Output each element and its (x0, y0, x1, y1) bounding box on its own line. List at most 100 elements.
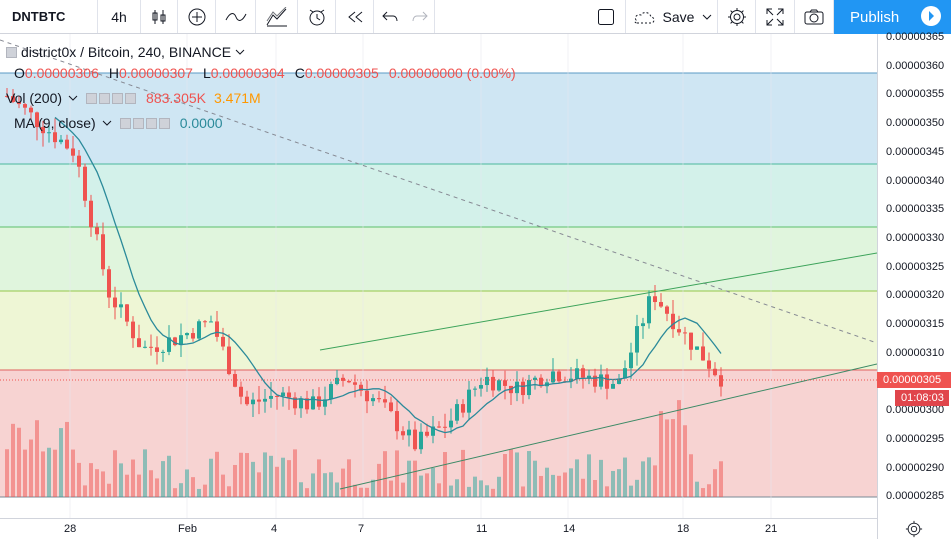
candle-body (53, 132, 57, 143)
top-toolbar: DNTBTC 4h Save Publish (0, 0, 951, 34)
candle-body (479, 385, 483, 389)
low-label: L (202, 65, 211, 81)
volume-bar (287, 460, 291, 497)
time-axis-label: Feb (178, 523, 197, 535)
publish-button[interactable]: Publish (834, 0, 951, 34)
plus-circle-icon (188, 8, 205, 25)
fullscreen-toggle-button[interactable] (586, 0, 626, 33)
volume-bar (563, 472, 567, 497)
volume-bar (719, 461, 723, 497)
chart-canvas[interactable] (0, 34, 877, 518)
gear-icon[interactable] (99, 92, 111, 104)
price-axis-label: 0.00000325 (886, 260, 945, 273)
volume-legend[interactable]: Vol (200) 883.305K 3.471M (6, 90, 261, 106)
volume-bar (227, 486, 231, 497)
volume-bar (329, 472, 333, 497)
candle-body (167, 337, 171, 352)
chevron-down-icon[interactable] (235, 48, 245, 56)
candle-body (113, 297, 117, 308)
candle-body (245, 396, 249, 405)
eye-icon[interactable] (119, 117, 131, 129)
candle-body (485, 376, 489, 386)
close-icon[interactable] (125, 92, 137, 104)
ma-legend[interactable]: MA (9, close) 0.0000 (14, 115, 223, 131)
volume-bar (479, 480, 483, 497)
time-axis-label: 7 (358, 523, 365, 535)
price-axis[interactable]: 0.00000365 0.00000360 0.00000355 0.00000350… (877, 31, 951, 539)
volume-bar (251, 461, 255, 497)
plus-icon[interactable] (145, 117, 157, 129)
candle-body (227, 346, 231, 375)
eye-icon[interactable] (86, 92, 98, 104)
candle-body (515, 381, 519, 394)
cloud-icon (633, 11, 655, 23)
volume-bar (599, 459, 603, 497)
interval-button[interactable]: 4h (98, 0, 141, 33)
indicators-button[interactable] (178, 0, 216, 33)
chart-type-button[interactable] (141, 0, 178, 33)
save-button[interactable]: Save (626, 0, 718, 33)
volume-bar (377, 463, 381, 497)
candle-body (623, 368, 627, 379)
axis-settings-button[interactable] (905, 520, 923, 538)
candle-body (5, 95, 9, 97)
volume-bar (485, 485, 489, 497)
price-axis-label: 0.00000345 (886, 145, 945, 158)
volume-bar (545, 467, 549, 497)
gear-icon (905, 520, 923, 538)
price-axis-label: 0.00000335 (886, 203, 945, 216)
candle-body (77, 155, 81, 167)
channel-upper-line[interactable] (319, 252, 877, 351)
channel-lower-line[interactable] (339, 363, 877, 490)
legend-collapse-icon[interactable] (6, 46, 17, 58)
candle-body (299, 398, 303, 409)
symbol-legend[interactable]: district0x / Bitcoin, 240, BINANCE (6, 44, 245, 60)
time-axis[interactable]: 28 Feb 4 7 11 14 18 21 (0, 518, 877, 539)
templates-button[interactable] (256, 0, 298, 33)
undo-button[interactable] (374, 0, 405, 33)
volume-bar (53, 449, 57, 497)
high-label: H (108, 65, 119, 81)
compare-button[interactable] (216, 0, 256, 33)
volume-bar (383, 451, 387, 497)
redo-button[interactable] (405, 0, 435, 33)
candle-body (221, 336, 225, 347)
symbol-search-button[interactable]: DNTBTC (0, 0, 98, 33)
volume-bar (107, 483, 111, 497)
replay-button[interactable] (336, 0, 374, 33)
snapshot-button[interactable] (795, 0, 834, 33)
volume-bar (77, 462, 81, 497)
candle-body (611, 383, 615, 389)
candle-body (269, 395, 273, 399)
candle-body (395, 411, 399, 432)
candle-body (527, 380, 531, 396)
chevron-down-icon[interactable] (102, 119, 112, 127)
volume-bar (299, 482, 303, 497)
fib-zone-top (0, 34, 877, 73)
volume-bar (179, 483, 183, 497)
publish-menu-button[interactable] (921, 6, 941, 26)
volume-bar (239, 452, 243, 497)
volume-bar (317, 459, 321, 497)
volume-bar (65, 421, 69, 497)
candle-body (257, 399, 261, 402)
plus-icon[interactable] (112, 92, 124, 104)
alert-button[interactable] (298, 0, 336, 33)
open-value: 0.00000306 (24, 65, 99, 81)
gear-icon[interactable] (132, 117, 144, 129)
settings-button[interactable] (718, 0, 756, 33)
volume-bar (611, 470, 615, 497)
candle-body (155, 347, 159, 352)
fib-zone-4 (0, 291, 877, 370)
volume-value-1: 883.305K (146, 90, 206, 106)
volume-bar (275, 466, 279, 497)
chevron-down-icon[interactable] (68, 94, 78, 102)
chart-pane[interactable]: district0x / Bitcoin, 240, BINANCE O 0.00… (0, 34, 877, 518)
maximize-button[interactable] (756, 0, 795, 33)
volume-bar (137, 474, 141, 497)
volume-bar (5, 449, 9, 497)
camera-icon (804, 9, 824, 24)
volume-bar (389, 480, 393, 497)
close-icon[interactable] (158, 117, 170, 129)
dashed-trendline[interactable] (0, 39, 877, 344)
